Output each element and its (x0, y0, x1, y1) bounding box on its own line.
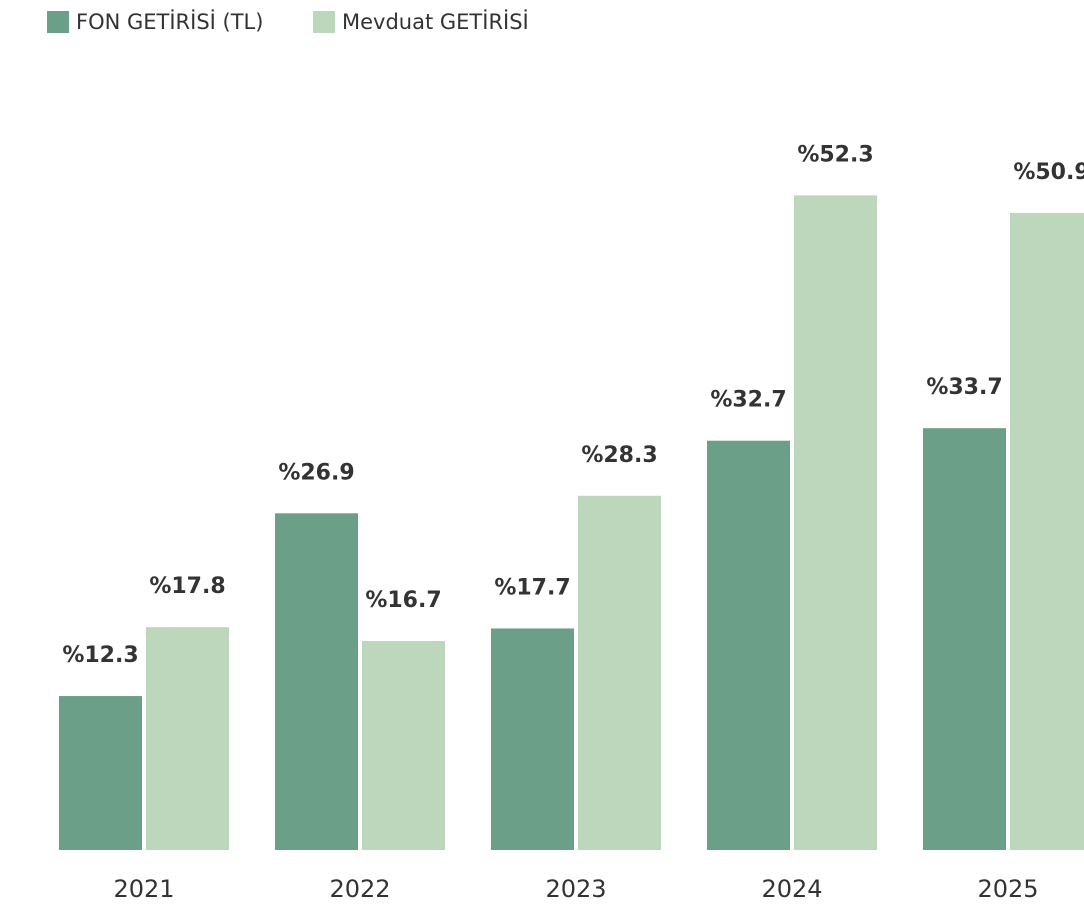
value-label: %17.8 (149, 574, 225, 599)
x-tick-label: 2022 (329, 875, 390, 903)
bar (362, 640, 445, 850)
bar (578, 495, 661, 850)
x-tick-label: 2024 (761, 875, 822, 903)
legend-label: FON GETİRİSİ (TL) (76, 9, 263, 34)
legend-swatch (313, 11, 335, 33)
bar (923, 428, 1006, 850)
bar (1010, 212, 1084, 850)
value-label: %33.7 (926, 375, 1002, 400)
value-label: %17.7 (494, 575, 570, 600)
bar (707, 440, 790, 850)
x-tick-label: 2023 (545, 875, 606, 903)
bar (146, 627, 229, 850)
legend-swatch (47, 11, 69, 33)
bar (59, 696, 142, 850)
value-label: %32.7 (710, 388, 786, 413)
value-label: %26.9 (278, 460, 354, 485)
bar (794, 195, 877, 851)
value-label: %12.3 (62, 643, 138, 668)
x-tick-label: 2025 (977, 875, 1038, 903)
value-label: %28.3 (581, 443, 657, 468)
legend-label: Mevduat GETİRİSİ (342, 9, 529, 34)
x-tick-label: 2021 (113, 875, 174, 903)
value-label: %52.3 (797, 142, 873, 167)
bar (275, 513, 358, 850)
value-label: %50.9 (1013, 160, 1084, 185)
bar (491, 628, 574, 850)
value-label: %16.7 (365, 588, 441, 613)
